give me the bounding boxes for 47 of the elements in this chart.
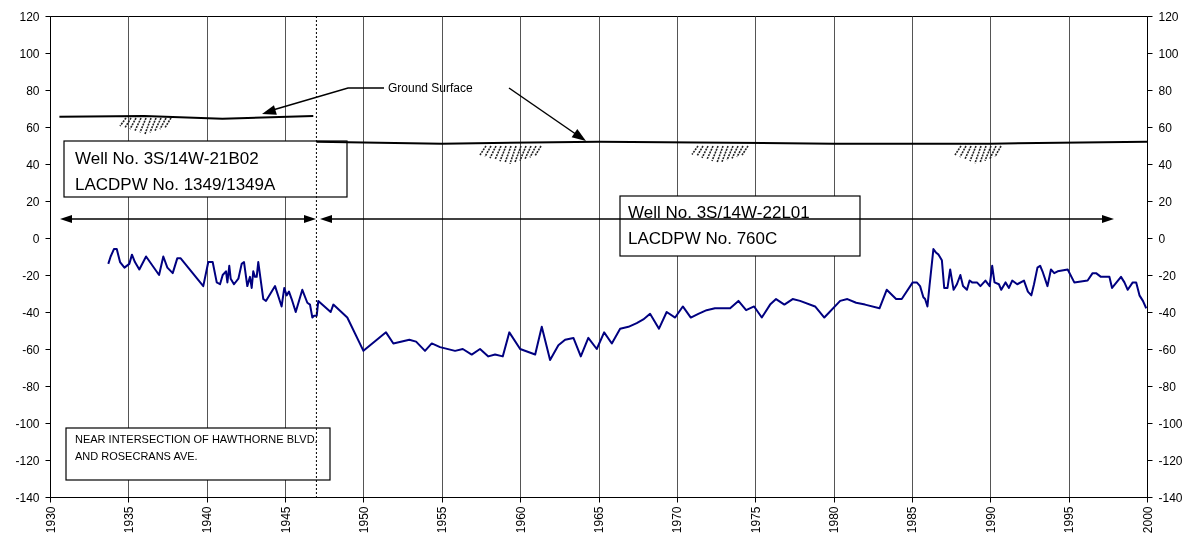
y-tick-label: -20	[22, 268, 40, 283]
y2-tick-label: 80	[1158, 83, 1173, 98]
y2-tick-label: -20	[1158, 268, 1177, 283]
y-tick-label: 40	[26, 157, 40, 172]
x-tick-label: 2000	[1140, 506, 1155, 534]
x-tick-label: 1935	[121, 506, 136, 534]
x-tick-label: 1945	[278, 506, 293, 534]
x-tick-label: 1930	[43, 506, 58, 534]
y2-tick-label: -120	[1158, 453, 1183, 468]
y2-tick-label: 100	[1158, 46, 1179, 61]
y-tick-label: 20	[26, 194, 40, 209]
y-tick-label: 80	[26, 83, 40, 98]
annotation: Well No. 3S/14W-22L01 LACDPW No. 760C	[628, 203, 810, 249]
x-tick-label: 1980	[827, 506, 842, 534]
y2-tick-label: 0	[1158, 231, 1166, 246]
line-series	[107, 248, 1147, 362]
x-tick-label: 1990	[983, 506, 998, 534]
y-tick-label: -120	[15, 453, 40, 468]
y2-tick-label: 40	[1158, 157, 1173, 172]
annotation: Well No. 3S/14W-21B02 LACDPW No. 1349/1349A	[75, 149, 276, 195]
y2-tick-label: -60	[1158, 342, 1177, 357]
x-tick-label: 1995	[1062, 506, 1077, 534]
x-tick-label: 1965	[592, 506, 606, 534]
y-tick-label: 120	[19, 9, 40, 24]
x-tick-label: 1960	[513, 506, 528, 534]
x-tick-label: 1985	[905, 506, 920, 534]
x-tick-label: 1940	[200, 506, 215, 534]
y-tick-label: 0	[32, 231, 40, 246]
y2-tick-label: 120	[1158, 9, 1179, 24]
annotation: NEAR INTERSECTION OF HAWTHORNE BLVD. AND ROSECRANS AVE.	[75, 433, 318, 463]
y2-tick-label: 20	[1158, 194, 1173, 209]
y-tick-label: 100	[19, 46, 40, 61]
y-tick-label: 60	[26, 120, 40, 135]
y2-tick-label: -80	[1158, 379, 1177, 394]
x-tick-label: 1975	[748, 506, 763, 534]
y2-tick-label: -140	[1158, 490, 1183, 505]
y-tick-label: -140	[15, 490, 40, 505]
y2-tick-label: -40	[1158, 305, 1177, 320]
y-tick-label: -40	[22, 305, 40, 320]
x-tick-label: 1955	[435, 506, 450, 534]
y-tick-label: -100	[15, 416, 40, 431]
x-tick-label: 1970	[670, 506, 685, 534]
y2-tick-label: -100	[1158, 416, 1183, 431]
y2-tick-label: 60	[1158, 120, 1173, 135]
y-tick-label: -60	[22, 342, 40, 357]
x-tick-label: 1950	[356, 506, 371, 534]
y-tick-label: -80	[22, 379, 40, 394]
